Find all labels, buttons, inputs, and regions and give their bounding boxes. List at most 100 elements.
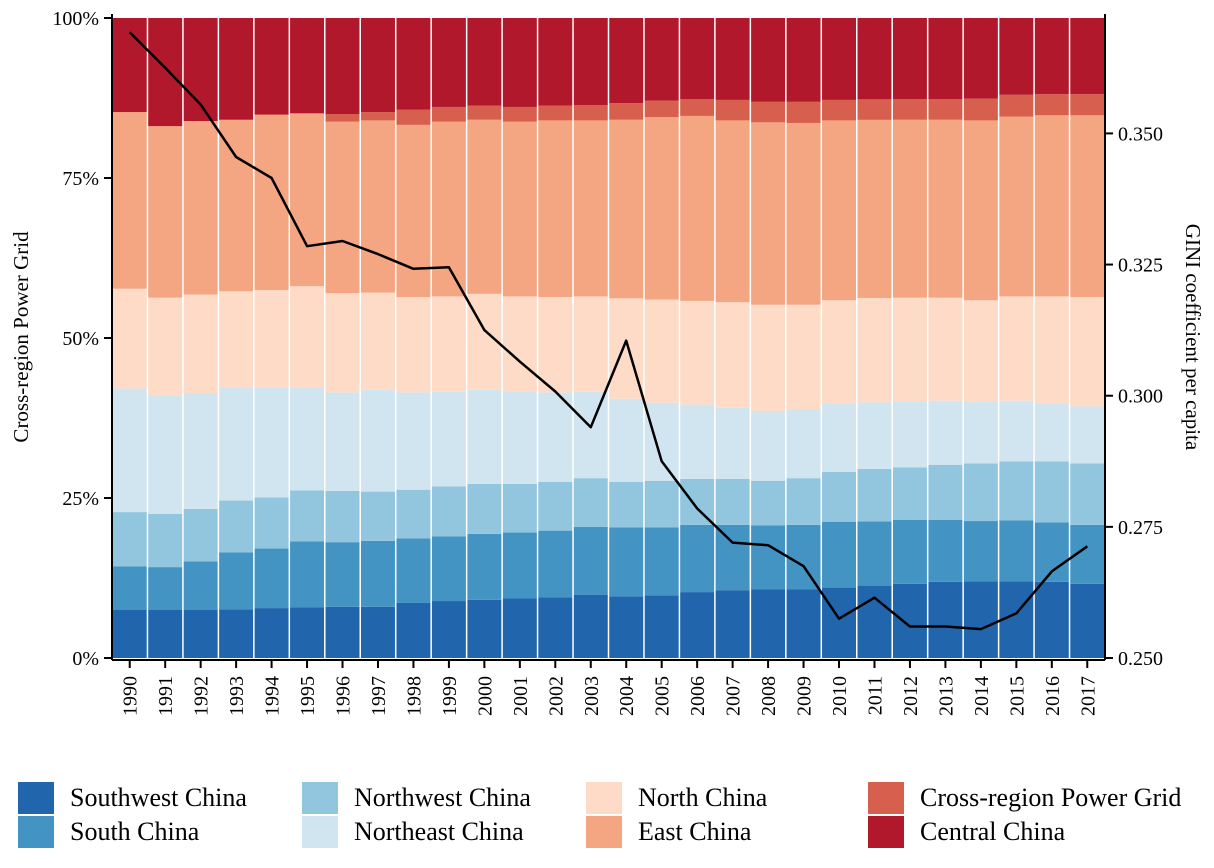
legend-label: Northeast China xyxy=(354,817,524,846)
x-tick-label: 1997 xyxy=(368,676,390,716)
bar-segment-1997-s5 xyxy=(361,120,395,293)
bar-segment-1990-s4 xyxy=(112,288,147,389)
bar-segment-1999-s0 xyxy=(431,601,466,658)
bar-segment-1990-s5 xyxy=(112,112,147,289)
y2-tick-label: 0.300 xyxy=(1118,386,1163,408)
bar-segment-2010-s2 xyxy=(822,471,856,522)
bar-segment-1998-s4 xyxy=(396,297,431,393)
bar-segment-2001-s2 xyxy=(502,483,537,533)
bar-segment-2000-s3 xyxy=(467,389,502,484)
bar-segment-2010-s3 xyxy=(822,403,856,472)
bar-segment-1990-s7 xyxy=(112,18,147,113)
bar-segment-2007-s4 xyxy=(715,302,750,408)
bar-segment-2000-s5 xyxy=(467,119,502,294)
bar-segment-2006-s4 xyxy=(680,300,715,405)
bar-segment-2007-s2 xyxy=(715,478,750,525)
bar-segment-2004-s1 xyxy=(609,527,644,597)
bar-segment-2002-s7 xyxy=(538,18,573,106)
bar-segment-2003-s2 xyxy=(573,478,608,527)
bar-segment-2010-s7 xyxy=(822,18,856,100)
bar-segment-1997-s0 xyxy=(361,606,395,658)
legend-label: Northwest China xyxy=(354,783,531,812)
bar-segment-1991-s2 xyxy=(148,514,183,568)
bar-segment-1998-s0 xyxy=(396,602,431,658)
bar-segment-1996-s7 xyxy=(325,18,360,114)
x-tick-label: 1991 xyxy=(155,676,177,716)
x-tick-label: 2000 xyxy=(474,676,496,716)
right-axis-ticks: 0.250 0.275 0.300 0.325 0.350 xyxy=(1105,123,1163,670)
bar-segment-2016-s4 xyxy=(1034,296,1069,404)
bar-segment-1993-s5 xyxy=(219,119,254,292)
bar-segment-1990-s3 xyxy=(112,388,147,513)
bar-segment-1993-s3 xyxy=(219,387,254,501)
bar-segment-2001-s5 xyxy=(502,121,537,297)
bar-segment-2016-s0 xyxy=(1034,581,1069,658)
bar-segment-2008-s6 xyxy=(751,101,786,123)
y-tick-label: 25% xyxy=(62,488,99,510)
bar-segment-2013-s6 xyxy=(928,99,963,120)
bar-segment-2007-s6 xyxy=(715,99,750,121)
bar-segment-2003-s1 xyxy=(573,526,608,595)
legend-swatch xyxy=(868,816,904,848)
bar-segment-2016-s3 xyxy=(1034,403,1069,462)
bar-segment-1997-s2 xyxy=(361,491,395,541)
bar-segment-2011-s7 xyxy=(857,18,892,100)
bar-segment-2015-s7 xyxy=(999,18,1034,95)
bar-segment-2011-s3 xyxy=(857,402,892,470)
x-tick-label: 2010 xyxy=(829,676,851,716)
bar-segment-2005-s4 xyxy=(644,299,679,403)
x-tick-label: 2013 xyxy=(935,676,957,716)
bar-segment-1999-s7 xyxy=(431,18,466,107)
bar-segment-2012-s2 xyxy=(892,467,927,520)
bar-segment-2013-s1 xyxy=(928,519,963,582)
bar-segment-1991-s0 xyxy=(148,610,183,658)
bar-segment-2001-s7 xyxy=(502,18,537,107)
bar-segment-2004-s7 xyxy=(609,18,644,104)
bar-segment-2017-s4 xyxy=(1070,297,1105,407)
bar-segment-2017-s3 xyxy=(1070,406,1105,464)
bar-segment-2009-s3 xyxy=(786,409,821,479)
x-tick-label: 2016 xyxy=(1042,676,1064,716)
bar-segment-1996-s0 xyxy=(325,606,360,658)
bar-segment-2008-s2 xyxy=(751,480,786,526)
bar-segment-1994-s4 xyxy=(254,290,289,388)
bar-segment-2000-s1 xyxy=(467,533,502,600)
bar-segment-1999-s4 xyxy=(431,296,466,392)
bar-segment-1995-s3 xyxy=(290,387,325,491)
bar-segment-2013-s4 xyxy=(928,297,963,401)
bar-segment-2011-s4 xyxy=(857,297,892,403)
bar-segment-2006-s5 xyxy=(680,115,715,301)
x-tick-label: 2002 xyxy=(545,676,567,716)
bar-segment-2009-s5 xyxy=(786,122,821,305)
bar-segment-2015-s2 xyxy=(999,461,1034,521)
bar-segment-2002-s2 xyxy=(538,482,573,531)
bar-segment-1990-s1 xyxy=(112,566,147,610)
bar-segment-2005-s0 xyxy=(644,595,679,658)
legend-swatch xyxy=(302,782,338,814)
bar-segment-1992-s4 xyxy=(183,294,218,394)
legend: Southwest China South China Northwest Chin… xyxy=(18,782,1208,862)
bar-segment-2009-s1 xyxy=(786,524,821,590)
bar-segment-2000-s0 xyxy=(467,599,502,658)
bar-segment-2003-s4 xyxy=(573,296,608,392)
x-tick-label: 1999 xyxy=(439,676,461,716)
bar-segment-2007-s0 xyxy=(715,590,750,658)
x-tick-label: 1995 xyxy=(297,676,319,716)
bar-segment-2009-s4 xyxy=(786,304,821,410)
x-tick-label: 2003 xyxy=(581,676,603,716)
bar-segment-1993-s7 xyxy=(219,18,254,120)
bar-segment-1998-s3 xyxy=(396,392,431,490)
bar-segment-1993-s1 xyxy=(219,552,254,610)
bar-segment-1997-s4 xyxy=(361,292,395,390)
y-tick-label: 75% xyxy=(62,168,99,190)
bar-segment-2007-s3 xyxy=(715,407,750,479)
x-tick-label: 2008 xyxy=(758,676,780,716)
bar-segment-1992-s1 xyxy=(183,561,218,610)
bar-segment-1991-s4 xyxy=(148,297,183,396)
x-tick-label: 2012 xyxy=(900,676,922,716)
bar-segment-1995-s7 xyxy=(290,18,325,114)
bar-segment-2017-s7 xyxy=(1070,18,1105,95)
bar-segment-2010-s4 xyxy=(822,300,856,404)
bar-segment-2005-s3 xyxy=(644,402,679,481)
bar-segment-2004-s2 xyxy=(609,482,644,528)
